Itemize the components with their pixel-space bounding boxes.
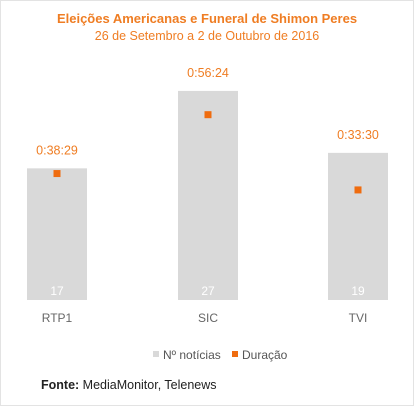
duration-marker-tvi xyxy=(354,186,362,194)
bar-tvi xyxy=(328,152,388,300)
source-label: Fonte: xyxy=(41,378,80,392)
legend-swatch-duracao xyxy=(232,351,238,357)
bar-sic xyxy=(178,90,238,300)
category-label-tvi: TVI xyxy=(349,311,368,325)
legend-swatch-noticias xyxy=(153,351,159,357)
bar-rtp1 xyxy=(27,168,87,300)
duration-label-sic: 0:56:24 xyxy=(187,66,229,80)
bar-value-sic: 27 xyxy=(201,284,215,298)
duration-marker-rtp1 xyxy=(53,170,61,178)
source-note: Fonte: MediaMonitor, Telenews xyxy=(41,378,217,392)
legend-label-duracao: Duração xyxy=(242,348,288,362)
chart-title: Eleições Americanas e Funeral de Shimon … xyxy=(57,11,357,26)
bar-value-tvi: 19 xyxy=(351,284,365,298)
legend-label-noticias: Nº notícias xyxy=(163,348,221,362)
source-text: MediaMonitor, Telenews xyxy=(82,378,217,392)
duration-marker-sic xyxy=(204,111,212,119)
category-label-rtp1: RTP1 xyxy=(42,311,73,325)
bar-value-rtp1: 17 xyxy=(50,284,64,298)
duration-label-tvi: 0:33:30 xyxy=(337,128,379,142)
plot-area: 17 0:38:29 RTP1 27 0:56:24 SIC 19 0:33:30 TVI xyxy=(27,66,388,325)
duration-label-rtp1: 0:38:29 xyxy=(36,143,78,157)
legend: Nº notícias Duração xyxy=(153,348,288,362)
category-label-sic: SIC xyxy=(198,311,218,325)
chart-subtitle: 26 de Setembro a 2 de Outubro de 2016 xyxy=(95,29,320,43)
